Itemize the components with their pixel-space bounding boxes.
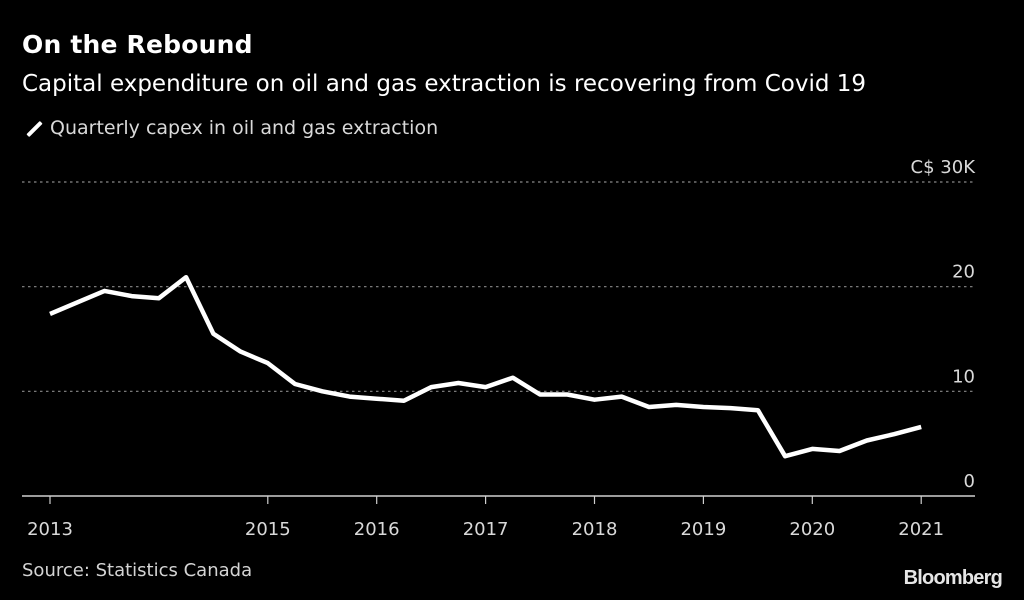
x-tick-label: 2018 (572, 519, 618, 540)
y-tick-label: C$ 30K (911, 157, 977, 178)
x-tick-label: 2015 (245, 519, 291, 540)
source-note: Source: Statistics Canada (22, 560, 253, 581)
y-axis-labels: C$ 30K 20 10 0 (911, 157, 977, 492)
x-tick-label: 2020 (789, 519, 835, 540)
legend-label: Quarterly capex in oil and gas extractio… (50, 117, 439, 139)
x-tick-label: 2017 (463, 519, 509, 540)
x-tick-label: 2021 (898, 519, 944, 540)
y-tick-label: 10 (952, 366, 975, 387)
y-tick-label: 0 (964, 471, 975, 492)
y-tick-label: 20 (952, 262, 975, 283)
x-axis-ticks: 2013 2015 2016 2017 2018 2019 2020 2021 (27, 496, 944, 540)
legend: Quarterly capex in oil and gas extractio… (24, 117, 438, 139)
gridlines (22, 181, 975, 392)
x-tick-label: 2013 (27, 519, 73, 540)
series-line (49, 274, 922, 459)
x-tick-label: 2019 (680, 519, 726, 540)
chart-title: On the Rebound (22, 30, 253, 59)
series-group (49, 274, 922, 459)
bloomberg-logo: Bloomberg (903, 567, 1003, 589)
x-tick-label: 2016 (354, 519, 400, 540)
chart-subtitle: Capital expenditure on oil and gas extra… (22, 71, 867, 97)
